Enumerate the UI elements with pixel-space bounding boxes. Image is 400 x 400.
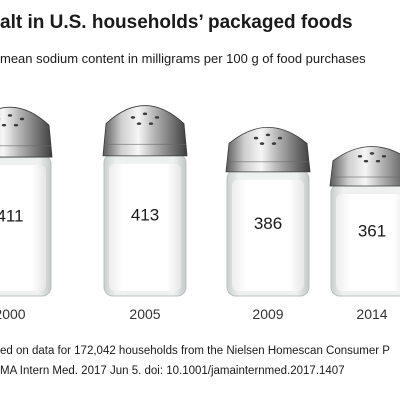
- shaker-hole-2009-0: [253, 136, 259, 140]
- shaker-hole-2005-2: [154, 116, 160, 119]
- shaker-salt-2009: [232, 179, 304, 291]
- shaker-hole-2009-4: [271, 142, 277, 145]
- shaker-2000: 411 2000: [0, 106, 53, 322]
- data-label-2009: 386: [254, 214, 282, 233]
- shaker-hole-2014-1: [369, 152, 375, 155]
- chart-title: alt in U.S. households’ packaged foods: [0, 12, 353, 33]
- data-label-2005: 413: [131, 206, 159, 225]
- shaker-2009: 386 2009: [225, 126, 311, 322]
- category-label-2000: 2000: [0, 306, 26, 322]
- shaker-salt-2000: [0, 165, 46, 291]
- source-note-line-2: MA Intern Med. 2017 Jun 5. doi: 10.1001/…: [0, 365, 345, 377]
- shaker-hole-2014-0: [357, 154, 363, 158]
- category-label-2014: 2014: [356, 306, 387, 322]
- shaker-hole-2014-3: [363, 159, 369, 163]
- shaker-hole-2005-3: [136, 122, 142, 125]
- shaker-hole-2005-0: [130, 116, 136, 119]
- shaker-hole-2014-4: [375, 159, 381, 163]
- data-label-2014: 361: [358, 222, 386, 241]
- shaker-2005: 413 2005: [102, 105, 188, 322]
- shaker-hole-2009-3: [259, 142, 265, 145]
- shaker-hole-2005-1: [142, 112, 148, 116]
- shaker-cap-2014: [329, 146, 400, 187]
- shaker-salt-2005: [109, 163, 181, 291]
- shaker-cap-2005: [102, 105, 188, 157]
- shaker-hole-2009-1: [265, 133, 271, 137]
- shaker-hole-2005-4: [148, 122, 154, 125]
- shaker-hole-2000-2: [19, 117, 25, 121]
- shaker-hole-2014-2: [381, 154, 387, 158]
- category-label-2009: 2009: [252, 306, 283, 322]
- shaker-salt-2014: [336, 193, 400, 291]
- shaker-cap-2000: [0, 106, 53, 158]
- shaker-hole-2000-3: [1, 123, 7, 127]
- shaker-hole-2000-1: [7, 114, 13, 117]
- source-note-line-1: ed on data for 172,042 households from t…: [0, 345, 390, 357]
- data-label-2000: 411: [0, 206, 24, 225]
- chart-subtitle: mean sodium content in milligrams per 10…: [0, 51, 366, 66]
- category-label-2005: 2005: [129, 306, 160, 322]
- shaker-2014: 361 2014: [329, 146, 400, 322]
- shaker-hole-2009-2: [277, 136, 283, 140]
- shaker-cap-2009: [225, 126, 311, 173]
- shaker-hole-2000-4: [13, 123, 19, 127]
